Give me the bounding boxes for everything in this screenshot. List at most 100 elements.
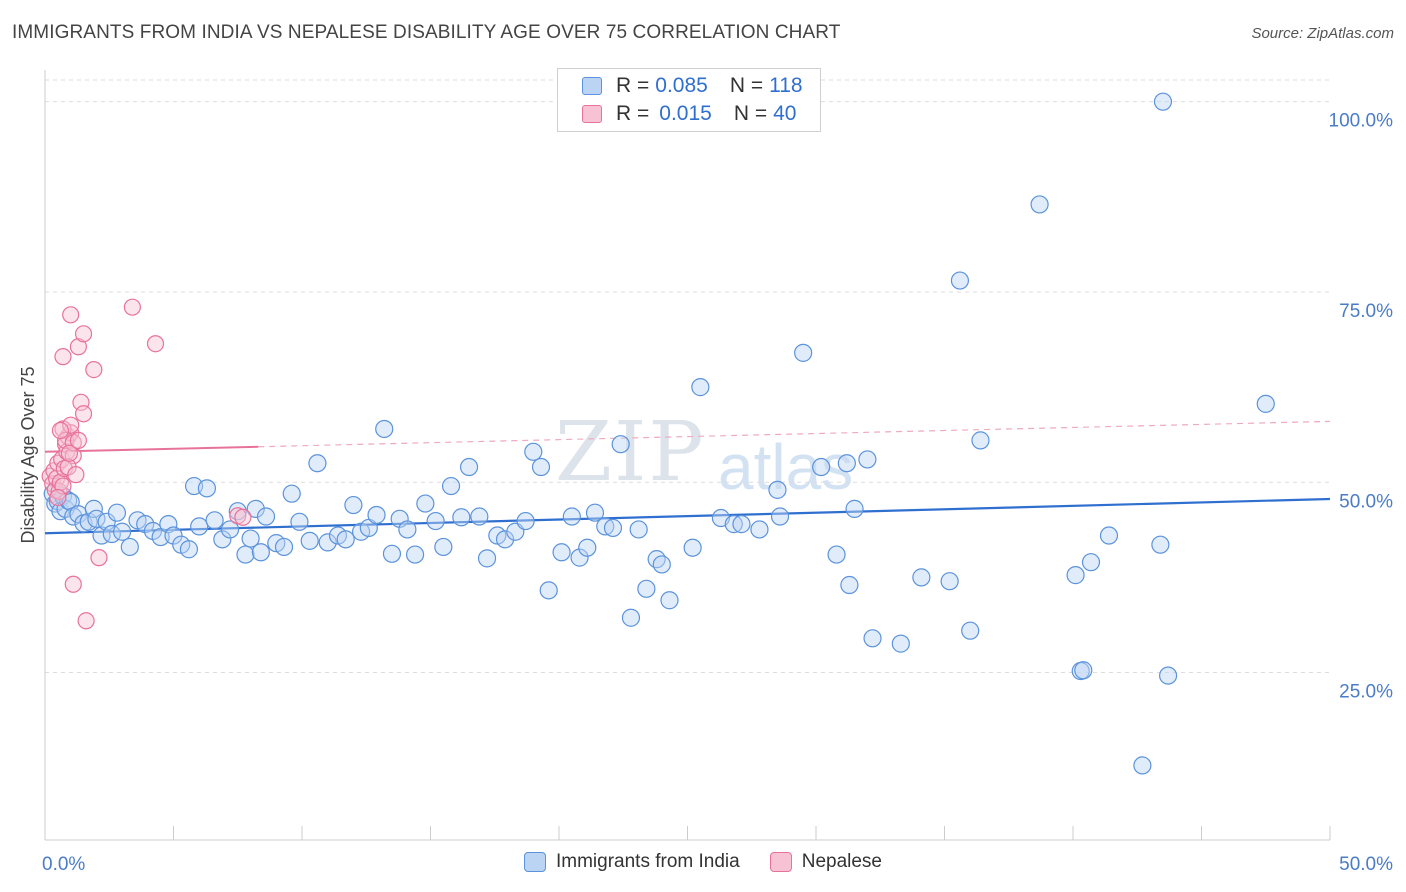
point-india [845, 499, 864, 518]
point-india [441, 476, 461, 496]
point-india [241, 529, 260, 548]
point-india [629, 520, 648, 539]
point-india [398, 520, 417, 539]
point-nepal [51, 421, 70, 440]
point-india [724, 515, 743, 534]
trend-line-nepal-extension [258, 420, 1331, 448]
point-india [256, 507, 276, 526]
point-india [375, 419, 394, 439]
point-india [120, 537, 139, 557]
legend-r-label-nepal: R = [616, 102, 650, 125]
point-india [516, 511, 535, 531]
point-india [621, 608, 641, 627]
point-india [891, 634, 910, 653]
point-india [274, 537, 294, 557]
point-india [732, 515, 751, 534]
point-nepal [123, 298, 141, 316]
point-india [344, 495, 363, 515]
legend-row-india: R = 0.085 N = 118 [582, 72, 803, 100]
legend-n-label-nepal: N = [733, 102, 768, 125]
point-india [562, 507, 581, 526]
trend-line-india [44, 497, 1331, 535]
point-india [552, 543, 571, 562]
point-india [524, 442, 543, 461]
point-nepal [77, 612, 95, 630]
point-india [539, 581, 558, 600]
point-india [336, 530, 355, 549]
point-nepal [69, 338, 88, 356]
point-india [164, 526, 183, 545]
point-india [452, 508, 471, 527]
correlation-legend: R = 0.085 N = 118 R = 0.015 N = 40 [557, 68, 821, 132]
point-india [495, 530, 515, 549]
point-nepal [146, 335, 165, 353]
point-india [794, 343, 813, 362]
point-india [1151, 535, 1170, 554]
point-india [1099, 526, 1119, 545]
point-india [971, 431, 990, 450]
point-india [1133, 756, 1152, 775]
point-india [197, 479, 217, 498]
point-india [87, 509, 106, 528]
legend-r-value-nepal: 0.015 [659, 102, 712, 125]
source-label: Source: ZipAtlas.com [1251, 25, 1394, 42]
point-nepal [74, 405, 93, 423]
point-india [585, 503, 605, 522]
point-india [1066, 566, 1085, 585]
point-india [531, 457, 551, 477]
legend-n-value-nepal: 40 [773, 102, 797, 125]
point-nepal [60, 444, 79, 462]
point-india [611, 435, 630, 454]
point-india [827, 545, 846, 564]
watermark-zip: ZIP [555, 405, 706, 500]
point-india [405, 545, 425, 564]
legend-swatch-nepal [582, 105, 602, 123]
point-india [251, 543, 270, 562]
legend-r-value-india: 0.085 [655, 74, 708, 97]
point-india [318, 533, 337, 552]
series-swatch-india [523, 852, 546, 872]
point-india [940, 572, 959, 591]
series-legend-india[interactable]: Immigrants from India [523, 851, 740, 873]
point-india [236, 545, 255, 564]
point-india [603, 518, 623, 538]
series-swatch-nepal [769, 852, 792, 872]
point-india [863, 629, 882, 648]
axes [44, 70, 1331, 841]
legend-r-label-india: R = [616, 74, 650, 97]
point-india [768, 480, 787, 499]
x-tick-label-min: 0.0% [42, 854, 85, 875]
point-india [691, 378, 710, 397]
point-india [205, 511, 224, 530]
point-nepal [74, 325, 93, 343]
point-india [308, 454, 327, 473]
trend-line-nepal [44, 445, 259, 453]
point-india [570, 548, 589, 567]
point-india [434, 537, 453, 557]
chart-title: IMMIGRANTS FROM INDIA VS NEPALESE DISABI… [12, 22, 841, 43]
point-india [660, 591, 679, 610]
series-legend-nepal[interactable]: Nepalese [769, 851, 882, 873]
point-india [470, 507, 489, 526]
point-nepal [67, 466, 85, 484]
point-india [416, 494, 435, 513]
gridlines [45, 79, 1330, 674]
point-nepal [69, 431, 88, 449]
point-nepal [54, 348, 72, 366]
point-nepal [234, 508, 252, 526]
y-tick-label: 50.0% [1339, 491, 1393, 512]
point-india [220, 520, 240, 539]
point-india [652, 555, 671, 574]
point-india [190, 517, 209, 536]
point-india [1074, 661, 1093, 680]
data-points [41, 92, 1275, 775]
point-india [107, 503, 127, 522]
point-india [300, 531, 319, 550]
y-tick-label: 25.0% [1339, 682, 1393, 703]
x-tick-label-max: 50.0% [1339, 854, 1393, 875]
point-india [1256, 394, 1275, 413]
point-india [179, 540, 199, 559]
point-india [367, 505, 386, 525]
point-india [912, 568, 931, 587]
point-india [858, 450, 877, 469]
